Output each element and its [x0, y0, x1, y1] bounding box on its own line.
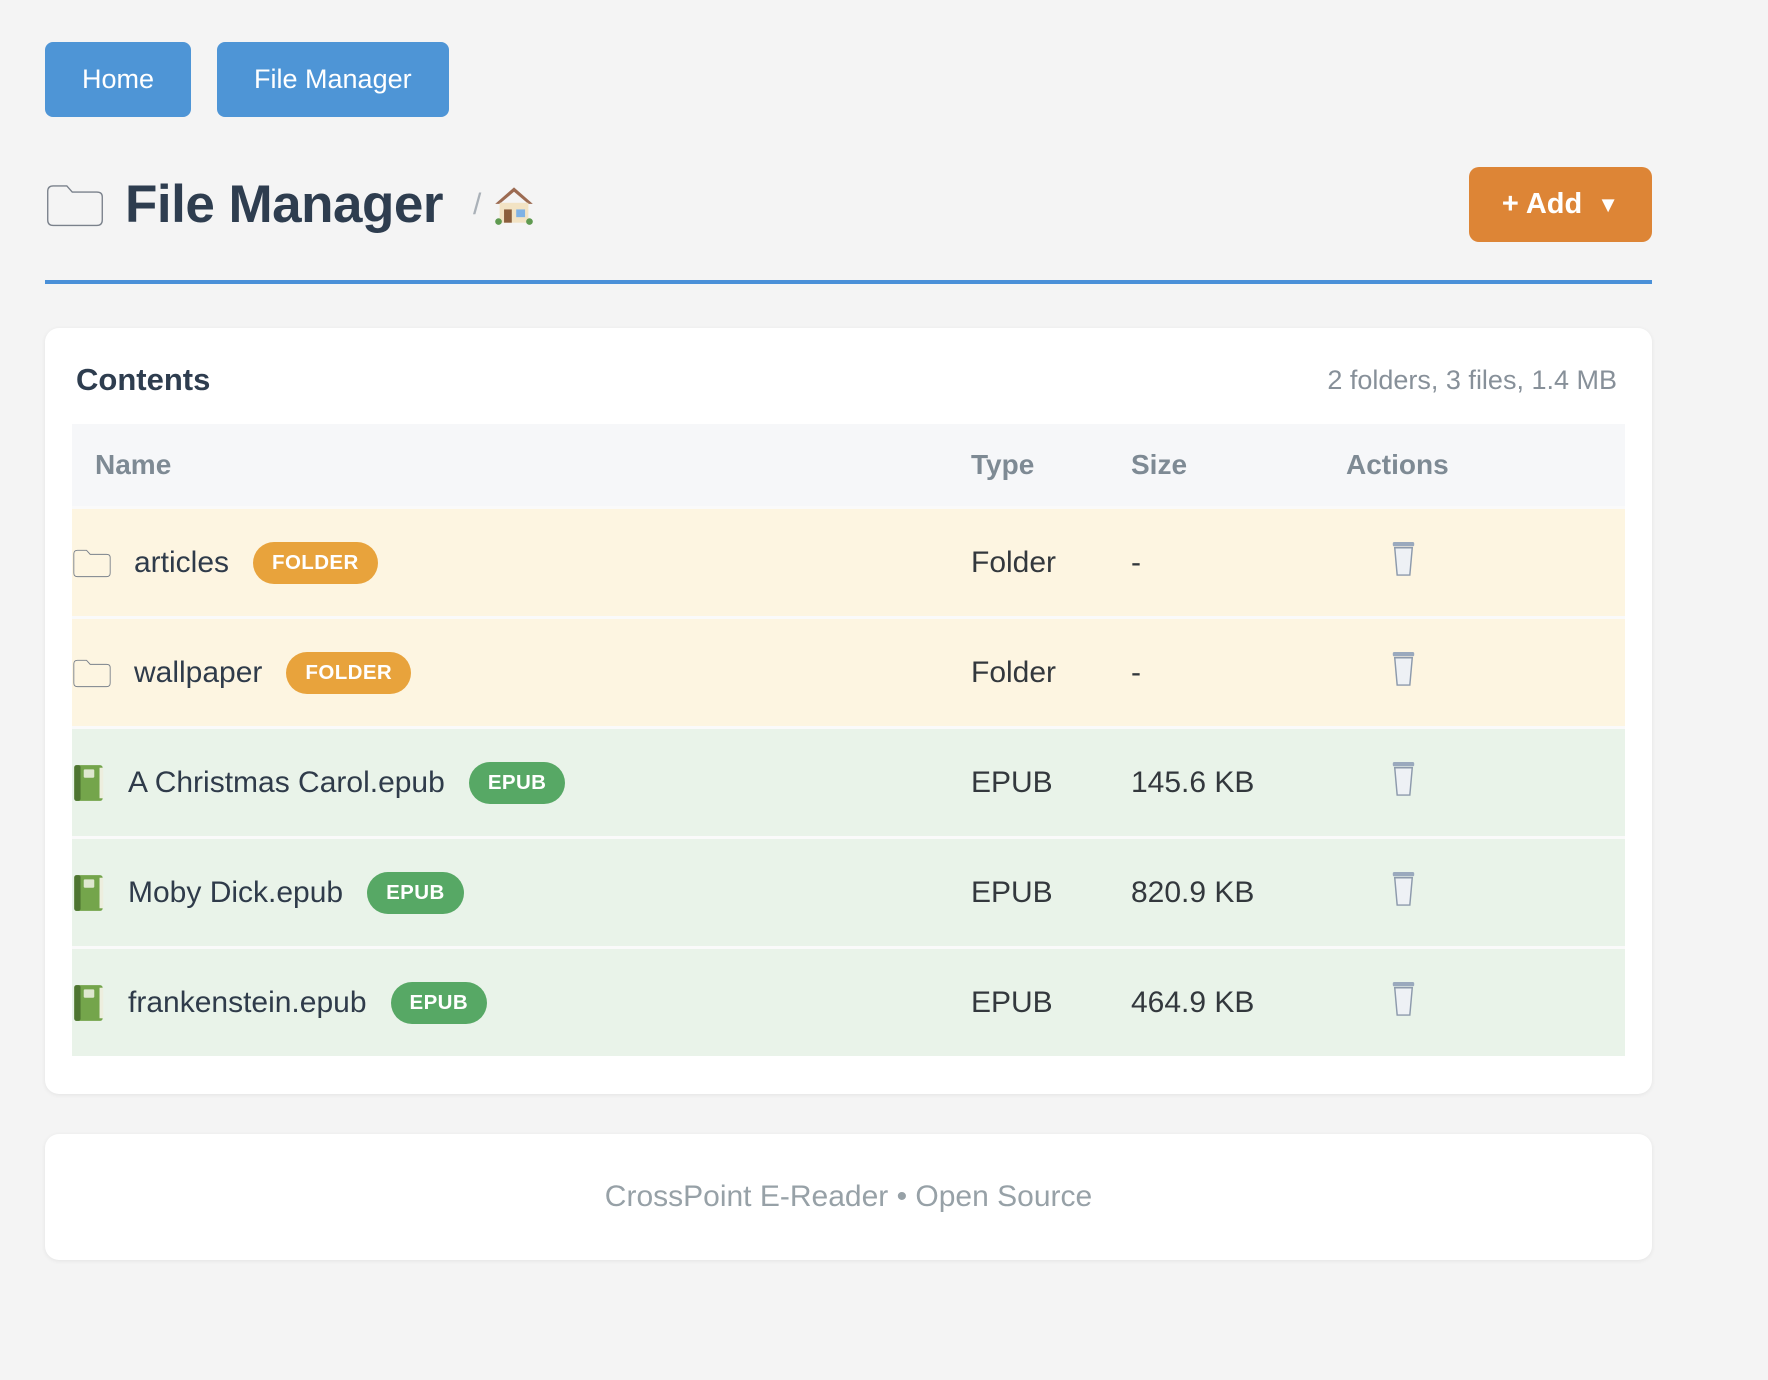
contents-summary: 2 folders, 3 files, 1.4 MB [1327, 364, 1617, 395]
page: Home File Manager File Manager / + Add ▼… [45, 42, 1652, 1260]
item-type: EPUB [971, 946, 1131, 1056]
table-row: Moby Dick.epub EPUB EPUB 820.9 KB [72, 836, 1625, 948]
item-type: Folder [971, 616, 1131, 728]
folder-icon [72, 653, 112, 693]
footer-card: CrossPoint E-Reader • Open Source [45, 1134, 1652, 1260]
contents-heading: Contents [76, 362, 211, 397]
table-row: articles FOLDER Folder - [72, 506, 1625, 618]
table-row: frankenstein.epub EPUB EPUB 464.9 KB [72, 946, 1625, 1056]
add-button-label: + Add [1501, 188, 1583, 220]
breadcrumb: / [473, 184, 535, 226]
item-size: 820.9 KB [1131, 836, 1346, 948]
contents-table: Name Type Size Actions articles FOLDER [72, 424, 1625, 1056]
table-row: A Christmas Carol.epub EPUB EPUB 145.6 K… [72, 726, 1625, 838]
column-header-size: Size [1131, 424, 1346, 508]
book-icon [72, 983, 106, 1023]
nav-home-button[interactable]: Home [45, 42, 192, 117]
top-nav: Home File Manager [45, 42, 1652, 117]
trash-icon [1388, 895, 1419, 910]
house-icon[interactable] [493, 184, 535, 226]
open-folder-icon [45, 180, 105, 230]
trash-icon [1388, 675, 1419, 690]
folder-icon [72, 543, 112, 583]
table-row: wallpaper FOLDER Folder - [72, 616, 1625, 728]
column-header-type: Type [971, 424, 1131, 508]
epub-badge: EPUB [367, 871, 464, 914]
page-title-group: File Manager / [45, 174, 535, 235]
table-header-row: Name Type Size Actions [72, 424, 1625, 508]
delete-button[interactable] [1388, 980, 1419, 1017]
add-button[interactable]: + Add ▼ [1468, 167, 1652, 242]
caret-down-icon: ▼ [1597, 191, 1619, 217]
item-name[interactable]: Moby Dick.epub [128, 875, 344, 909]
delete-button[interactable] [1388, 540, 1419, 577]
delete-button[interactable] [1388, 760, 1419, 797]
trash-icon [1388, 1005, 1419, 1020]
trash-icon [1388, 565, 1419, 580]
book-icon [72, 873, 106, 913]
item-name[interactable]: frankenstein.epub [128, 985, 367, 1019]
epub-badge: EPUB [468, 761, 566, 804]
item-size: - [1131, 616, 1346, 728]
trash-icon [1388, 785, 1419, 800]
footer-text: CrossPoint E-Reader • Open Source [604, 1180, 1093, 1213]
item-size: - [1131, 506, 1346, 618]
header-divider [45, 280, 1652, 284]
item-size: 145.6 KB [1131, 726, 1346, 838]
folder-badge: FOLDER [286, 651, 412, 694]
item-type: Folder [971, 506, 1131, 618]
page-header: File Manager / + Add ▼ [45, 167, 1652, 242]
breadcrumb-separator: / [472, 187, 482, 221]
contents-card-header: Contents 2 folders, 3 files, 1.4 MB [72, 358, 1625, 424]
item-type: EPUB [971, 836, 1131, 948]
column-header-actions: Actions [1346, 424, 1625, 508]
column-header-name: Name [72, 424, 971, 508]
folder-badge: FOLDER [253, 541, 378, 584]
item-size: 464.9 KB [1131, 946, 1346, 1056]
delete-button[interactable] [1388, 650, 1419, 687]
item-name[interactable]: articles [134, 545, 230, 579]
delete-button[interactable] [1388, 870, 1419, 907]
item-name[interactable]: wallpaper [134, 655, 263, 689]
epub-badge: EPUB [390, 981, 488, 1024]
contents-card: Contents 2 folders, 3 files, 1.4 MB Name… [45, 328, 1652, 1094]
book-icon [72, 763, 106, 803]
item-type: EPUB [971, 726, 1131, 838]
item-name[interactable]: A Christmas Carol.epub [128, 765, 445, 799]
page-title: File Manager [125, 175, 443, 234]
nav-file-manager-button[interactable]: File Manager [217, 42, 449, 117]
